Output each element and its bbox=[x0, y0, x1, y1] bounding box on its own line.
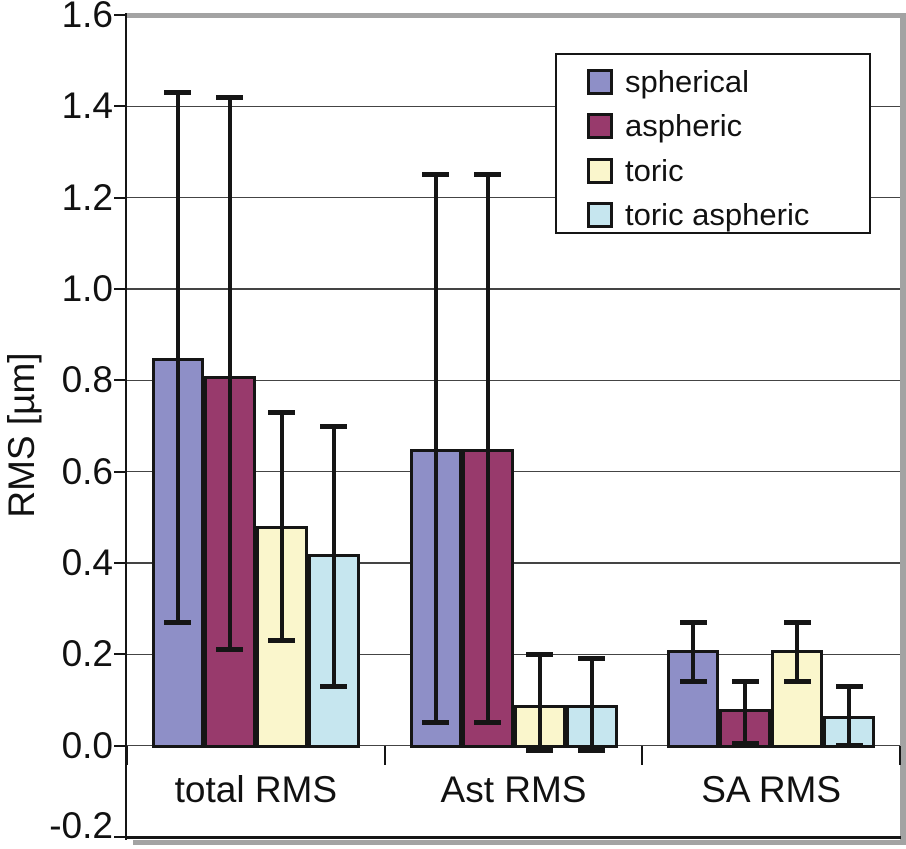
y-tick-label: 0.6 bbox=[61, 450, 113, 492]
y-tick-label: 1.6 bbox=[61, 0, 113, 35]
x-tick bbox=[641, 745, 644, 765]
gridline bbox=[127, 105, 900, 108]
legend: spherical aspheric toric toric aspheric bbox=[555, 53, 871, 234]
error-bar-toric-ast-rms-cap-top bbox=[526, 651, 553, 657]
error-bar-toric-aspheric-ast-rms-cap-bottom bbox=[578, 747, 605, 753]
error-bar-aspheric-sa-rms-cap-top bbox=[731, 679, 759, 685]
legend-swatch-toric bbox=[587, 157, 613, 184]
y-axis-title: RMS [µm] bbox=[1, 352, 42, 518]
y-tick bbox=[113, 287, 125, 291]
y-tick bbox=[113, 653, 125, 656]
error-bar-toric-total-rms bbox=[279, 412, 284, 641]
error-bar-aspheric-ast-rms bbox=[485, 174, 490, 723]
error-bar-toric-aspheric-total-rms-cap-bottom bbox=[320, 683, 348, 689]
gridline bbox=[127, 653, 900, 656]
gridline bbox=[127, 470, 900, 473]
y-tick bbox=[113, 561, 125, 565]
legend-item-label-toric-aspheric: toric aspheric bbox=[625, 196, 810, 232]
gridline bbox=[127, 379, 900, 382]
category-label-sa-rms: SA RMS bbox=[701, 769, 842, 810]
error-bar-toric-aspheric-sa-rms bbox=[847, 686, 852, 746]
error-bar-spherical-sa-rms-cap-bottom bbox=[679, 679, 707, 685]
y-tick bbox=[113, 744, 125, 747]
error-bar-aspheric-ast-rms-cap-top bbox=[474, 172, 501, 178]
legend-swatch-spherical bbox=[587, 69, 613, 95]
y-tick-label: -0.2 bbox=[49, 805, 113, 846]
y-tick-label: 1.4 bbox=[61, 85, 113, 127]
plot-border-top bbox=[127, 13, 906, 18]
x-tick bbox=[383, 745, 386, 765]
error-bar-aspheric-sa-rms-cap-bottom bbox=[731, 740, 759, 746]
error-bar-aspheric-total-rms-cap-top bbox=[216, 94, 244, 100]
y-tick-label: 0.2 bbox=[61, 633, 113, 675]
category-label-total-rms: total RMS bbox=[174, 769, 338, 810]
category-label-ast-rms: Ast RMS bbox=[440, 769, 587, 810]
y-tick bbox=[113, 196, 125, 199]
error-bar-toric-aspheric-total-rms-cap-top bbox=[320, 423, 348, 429]
y-tick bbox=[113, 379, 125, 382]
error-bar-spherical-total-rms bbox=[175, 92, 180, 623]
legend-swatch-aspheric bbox=[587, 113, 613, 140]
error-bar-toric-aspheric-total-rms bbox=[331, 426, 336, 687]
y-tick-label: 0.4 bbox=[61, 542, 113, 583]
error-bar-aspheric-sa-rms bbox=[743, 681, 748, 744]
plot-border-right bbox=[900, 13, 906, 845]
error-bar-spherical-ast-rms-cap-bottom bbox=[422, 720, 449, 726]
error-bar-toric-aspheric-ast-rms-cap-top bbox=[578, 656, 605, 662]
error-bar-aspheric-total-rms-cap-bottom bbox=[216, 647, 244, 653]
legend-swatch-toric-aspheric bbox=[587, 201, 613, 228]
y-tick bbox=[113, 835, 125, 839]
error-bar-toric-sa-rms bbox=[795, 622, 800, 682]
x-axis-bottom-line bbox=[126, 836, 901, 839]
y-tick-label: 1.2 bbox=[61, 176, 113, 218]
y-axis-line bbox=[124, 13, 127, 840]
y-tick bbox=[113, 13, 125, 17]
error-bar-toric-ast-rms bbox=[537, 654, 542, 751]
y-tick bbox=[113, 470, 125, 473]
error-bar-toric-sa-rms-cap-bottom bbox=[783, 679, 811, 685]
error-bar-toric-aspheric-ast-rms bbox=[589, 658, 594, 751]
gridline bbox=[127, 288, 900, 290]
x-tick bbox=[898, 745, 902, 765]
gridline bbox=[127, 562, 900, 564]
error-bar-spherical-total-rms-cap-bottom bbox=[164, 619, 192, 625]
error-bar-aspheric-total-rms bbox=[227, 97, 232, 650]
y-tick-label: 0.8 bbox=[61, 359, 113, 401]
error-bar-aspheric-ast-rms-cap-bottom bbox=[474, 720, 501, 726]
y-tick-label: 0.0 bbox=[61, 724, 113, 766]
error-bar-spherical-sa-rms bbox=[691, 622, 696, 682]
legend-item-label-spherical: spherical bbox=[625, 64, 750, 99]
x-tick bbox=[125, 745, 129, 765]
legend-item-label-aspheric: aspheric bbox=[625, 108, 743, 144]
error-bar-spherical-ast-rms-cap-top bbox=[422, 172, 449, 178]
error-bar-toric-total-rms-cap-top bbox=[268, 409, 296, 415]
error-bar-toric-sa-rms-cap-top bbox=[783, 619, 811, 625]
error-bar-spherical-sa-rms-cap-top bbox=[679, 619, 707, 625]
error-bar-toric-aspheric-sa-rms-cap-bottom bbox=[835, 743, 863, 749]
legend-item-label-toric: toric bbox=[625, 152, 684, 188]
y-tick bbox=[113, 105, 125, 108]
gridline bbox=[127, 196, 900, 199]
error-bar-toric-total-rms-cap-bottom bbox=[268, 638, 296, 644]
error-bar-spherical-total-rms-cap-top bbox=[164, 90, 192, 96]
error-bar-spherical-ast-rms bbox=[433, 174, 438, 723]
error-bar-toric-aspheric-sa-rms-cap-top bbox=[835, 683, 863, 689]
y-tick-label: 1.0 bbox=[61, 268, 113, 309]
error-bar-toric-ast-rms-cap-bottom bbox=[526, 747, 553, 753]
plot-border-bottom-shadow bbox=[133, 840, 906, 845]
